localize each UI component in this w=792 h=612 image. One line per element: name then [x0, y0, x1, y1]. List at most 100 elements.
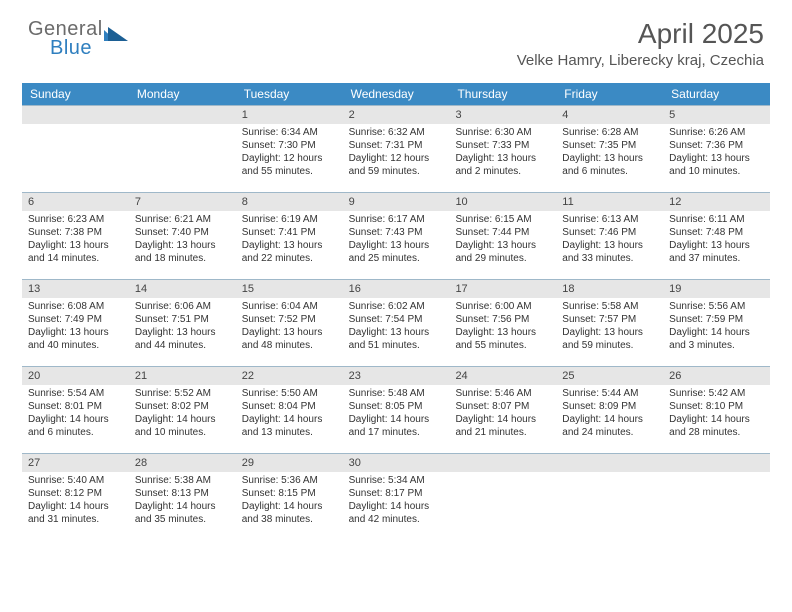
day-cell: 20Sunrise: 5:54 AMSunset: 8:01 PMDayligh… — [22, 367, 129, 453]
day-number: 30 — [343, 454, 450, 472]
daylight-text: Daylight: 13 hours and 37 minutes. — [669, 239, 764, 265]
daylight-text: Daylight: 14 hours and 3 minutes. — [669, 326, 764, 352]
day-number: 26 — [663, 367, 770, 385]
day-cell: 24Sunrise: 5:46 AMSunset: 8:07 PMDayligh… — [449, 367, 556, 453]
sunset-text: Sunset: 7:57 PM — [562, 313, 657, 326]
day-body: Sunrise: 6:26 AMSunset: 7:36 PMDaylight:… — [663, 124, 770, 178]
day-body: Sunrise: 6:02 AMSunset: 7:54 PMDaylight:… — [343, 298, 450, 352]
day-number: 13 — [22, 280, 129, 298]
day-number: 11 — [556, 193, 663, 211]
location-text: Velke Hamry, Liberecky kraj, Czechia — [517, 52, 764, 69]
day-body: Sunrise: 5:56 AMSunset: 7:59 PMDaylight:… — [663, 298, 770, 352]
daylight-text: Daylight: 13 hours and 51 minutes. — [349, 326, 444, 352]
day-body: Sunrise: 6:11 AMSunset: 7:48 PMDaylight:… — [663, 211, 770, 265]
day-body: Sunrise: 6:19 AMSunset: 7:41 PMDaylight:… — [236, 211, 343, 265]
day-number: 21 — [129, 367, 236, 385]
sunrise-text: Sunrise: 5:46 AM — [455, 387, 550, 400]
day-cell: 28Sunrise: 5:38 AMSunset: 8:13 PMDayligh… — [129, 454, 236, 540]
sunset-text: Sunset: 8:13 PM — [135, 487, 230, 500]
day-cell: 9Sunrise: 6:17 AMSunset: 7:43 PMDaylight… — [343, 193, 450, 279]
day-body: Sunrise: 6:13 AMSunset: 7:46 PMDaylight:… — [556, 211, 663, 265]
sunset-text: Sunset: 7:41 PM — [242, 226, 337, 239]
sunrise-text: Sunrise: 6:13 AM — [562, 213, 657, 226]
day-body: Sunrise: 6:04 AMSunset: 7:52 PMDaylight:… — [236, 298, 343, 352]
day-number: 19 — [663, 280, 770, 298]
sunset-text: Sunset: 7:48 PM — [669, 226, 764, 239]
day-cell — [129, 106, 236, 192]
sunrise-text: Sunrise: 5:42 AM — [669, 387, 764, 400]
sunrise-text: Sunrise: 5:56 AM — [669, 300, 764, 313]
day-number: 27 — [22, 454, 129, 472]
day-number: 2 — [343, 106, 450, 124]
day-body: Sunrise: 6:28 AMSunset: 7:35 PMDaylight:… — [556, 124, 663, 178]
daylight-text: Daylight: 13 hours and 55 minutes. — [455, 326, 550, 352]
sunrise-text: Sunrise: 5:54 AM — [28, 387, 123, 400]
brand-logo: GeneralBlue — [28, 18, 128, 60]
sunrise-text: Sunrise: 6:23 AM — [28, 213, 123, 226]
day-number: 6 — [22, 193, 129, 211]
day-cell: 2Sunrise: 6:32 AMSunset: 7:31 PMDaylight… — [343, 106, 450, 192]
daylight-text: Daylight: 13 hours and 25 minutes. — [349, 239, 444, 265]
dow-cell: Tuesday — [236, 83, 343, 105]
sunrise-text: Sunrise: 5:52 AM — [135, 387, 230, 400]
day-number: 12 — [663, 193, 770, 211]
day-cell: 17Sunrise: 6:00 AMSunset: 7:56 PMDayligh… — [449, 280, 556, 366]
sunrise-text: Sunrise: 6:11 AM — [669, 213, 764, 226]
day-cell — [449, 454, 556, 540]
daylight-text: Daylight: 14 hours and 13 minutes. — [242, 413, 337, 439]
week-row: 6Sunrise: 6:23 AMSunset: 7:38 PMDaylight… — [22, 192, 770, 279]
sunset-text: Sunset: 7:51 PM — [135, 313, 230, 326]
day-body: Sunrise: 5:34 AMSunset: 8:17 PMDaylight:… — [343, 472, 450, 526]
day-cell: 29Sunrise: 5:36 AMSunset: 8:15 PMDayligh… — [236, 454, 343, 540]
day-cell: 16Sunrise: 6:02 AMSunset: 7:54 PMDayligh… — [343, 280, 450, 366]
sunrise-text: Sunrise: 6:17 AM — [349, 213, 444, 226]
sunset-text: Sunset: 7:59 PM — [669, 313, 764, 326]
daylight-text: Daylight: 13 hours and 29 minutes. — [455, 239, 550, 265]
sunrise-text: Sunrise: 6:19 AM — [242, 213, 337, 226]
sunset-text: Sunset: 7:40 PM — [135, 226, 230, 239]
day-cell: 19Sunrise: 5:56 AMSunset: 7:59 PMDayligh… — [663, 280, 770, 366]
sunset-text: Sunset: 7:30 PM — [242, 139, 337, 152]
sunrise-text: Sunrise: 5:44 AM — [562, 387, 657, 400]
day-number: 10 — [449, 193, 556, 211]
day-body: Sunrise: 5:46 AMSunset: 8:07 PMDaylight:… — [449, 385, 556, 439]
daylight-text: Daylight: 13 hours and 10 minutes. — [669, 152, 764, 178]
dow-cell: Wednesday — [343, 83, 450, 105]
day-body: Sunrise: 6:00 AMSunset: 7:56 PMDaylight:… — [449, 298, 556, 352]
daylight-text: Daylight: 14 hours and 42 minutes. — [349, 500, 444, 526]
day-body: Sunrise: 6:17 AMSunset: 7:43 PMDaylight:… — [343, 211, 450, 265]
sunset-text: Sunset: 8:12 PM — [28, 487, 123, 500]
day-number: 20 — [22, 367, 129, 385]
day-cell: 15Sunrise: 6:04 AMSunset: 7:52 PMDayligh… — [236, 280, 343, 366]
sunrise-text: Sunrise: 6:15 AM — [455, 213, 550, 226]
sunrise-text: Sunrise: 6:04 AM — [242, 300, 337, 313]
day-number: 25 — [556, 367, 663, 385]
day-number: 16 — [343, 280, 450, 298]
day-number: 14 — [129, 280, 236, 298]
sunset-text: Sunset: 8:01 PM — [28, 400, 123, 413]
day-cell: 3Sunrise: 6:30 AMSunset: 7:33 PMDaylight… — [449, 106, 556, 192]
day-number: 1 — [236, 106, 343, 124]
sunrise-text: Sunrise: 6:28 AM — [562, 126, 657, 139]
sunset-text: Sunset: 8:07 PM — [455, 400, 550, 413]
dow-cell: Friday — [556, 83, 663, 105]
sunset-text: Sunset: 8:17 PM — [349, 487, 444, 500]
day-cell: 1Sunrise: 6:34 AMSunset: 7:30 PMDaylight… — [236, 106, 343, 192]
sunrise-text: Sunrise: 5:38 AM — [135, 474, 230, 487]
daylight-text: Daylight: 13 hours and 44 minutes. — [135, 326, 230, 352]
dow-cell: Sunday — [22, 83, 129, 105]
daylight-text: Daylight: 13 hours and 33 minutes. — [562, 239, 657, 265]
day-cell: 6Sunrise: 6:23 AMSunset: 7:38 PMDaylight… — [22, 193, 129, 279]
day-body: Sunrise: 6:32 AMSunset: 7:31 PMDaylight:… — [343, 124, 450, 178]
day-number: 17 — [449, 280, 556, 298]
day-cell: 7Sunrise: 6:21 AMSunset: 7:40 PMDaylight… — [129, 193, 236, 279]
daylight-text: Daylight: 13 hours and 6 minutes. — [562, 152, 657, 178]
sunset-text: Sunset: 7:46 PM — [562, 226, 657, 239]
daylight-text: Daylight: 14 hours and 21 minutes. — [455, 413, 550, 439]
sunrise-text: Sunrise: 6:30 AM — [455, 126, 550, 139]
day-body: Sunrise: 5:52 AMSunset: 8:02 PMDaylight:… — [129, 385, 236, 439]
empty-day-bar — [663, 454, 770, 472]
empty-day-bar — [129, 106, 236, 124]
sunset-text: Sunset: 8:10 PM — [669, 400, 764, 413]
daylight-text: Daylight: 14 hours and 31 minutes. — [28, 500, 123, 526]
